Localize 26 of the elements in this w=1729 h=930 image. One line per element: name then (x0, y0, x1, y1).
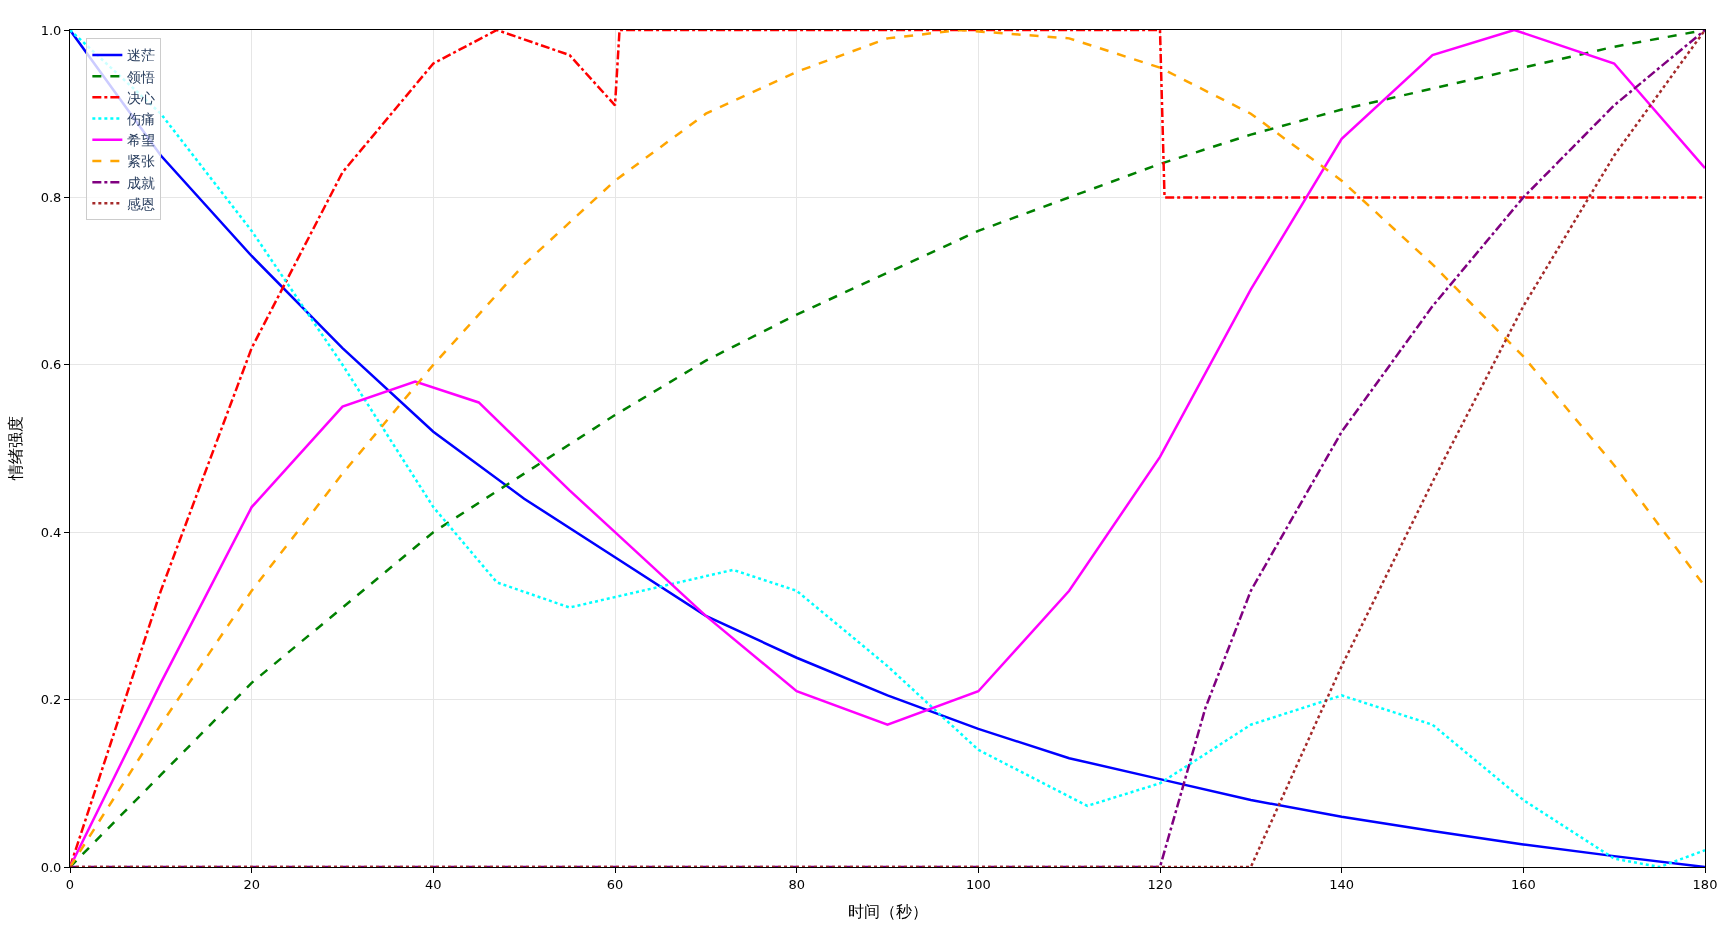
x-tick-label: 180 (1692, 876, 1718, 892)
legend-label: 迷茫 (127, 47, 156, 64)
x-tick-label: 40 (425, 876, 442, 892)
y-tick-label: 0.2 (40, 692, 62, 708)
y-tick-label: 0.4 (40, 524, 62, 540)
legend-label: 决心 (127, 89, 156, 106)
x-tick-label: 160 (1510, 876, 1536, 892)
y-axis-title: 情绪强度 (5, 416, 25, 482)
x-axis-title: 时间（秒） (847, 902, 928, 922)
legend-label: 领悟 (127, 68, 156, 85)
x-tick-label: 60 (606, 876, 624, 892)
x-tick-label: 20 (243, 876, 260, 892)
y-tick-label: 0.6 (40, 357, 62, 373)
x-tick-label: 80 (788, 876, 805, 892)
y-tick-label: 1.0 (40, 22, 62, 38)
legend-label: 成就 (127, 174, 156, 191)
y-tick-label: 0.8 (40, 189, 62, 205)
x-tick-label: 100 (965, 876, 991, 892)
legend-label: 伤痛 (127, 111, 156, 128)
legend-label: 紧张 (127, 153, 156, 170)
legend-label: 感恩 (127, 195, 156, 212)
y-tick-label: 0.0 (40, 859, 62, 875)
legend-label: 希望 (127, 132, 156, 149)
x-tick-label: 120 (1147, 876, 1173, 892)
x-tick-label: 0 (65, 876, 75, 892)
x-tick-label: 140 (1329, 876, 1355, 892)
